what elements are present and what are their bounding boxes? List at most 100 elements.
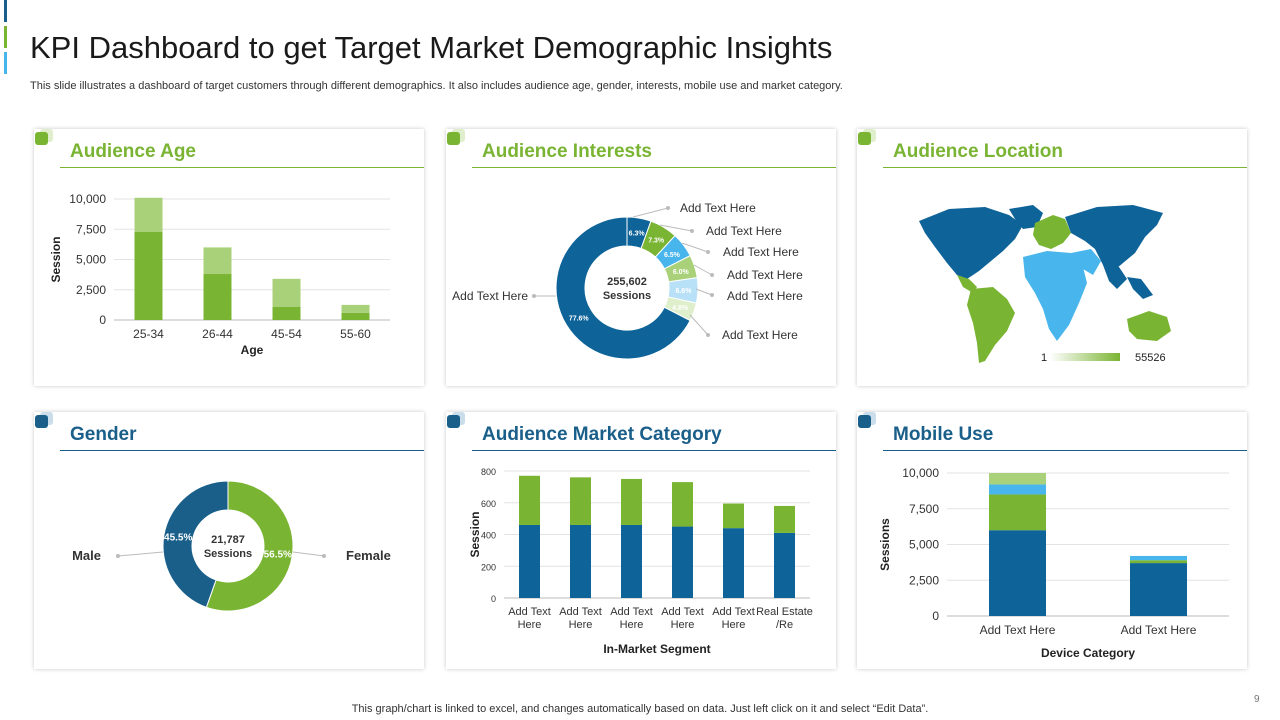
bar-segment xyxy=(570,524,591,598)
slice-percent-label: 6.6% xyxy=(675,288,692,295)
map-australia xyxy=(1127,311,1171,341)
x-tick-label: Add Text Here xyxy=(1121,623,1197,637)
callout-line xyxy=(632,207,669,218)
donut-slice xyxy=(162,480,229,608)
bar-segment xyxy=(723,503,744,529)
y-tick-label: 10,000 xyxy=(902,466,939,480)
x-axis-title: Device Category xyxy=(1041,646,1135,660)
map-legend-gradient xyxy=(1050,353,1120,361)
mobile-use-chart: 0 2,500 5,000 7,500 10,000 Add Text Here Add T… xyxy=(878,466,1229,660)
card-corner-icon xyxy=(35,129,53,145)
slice-percent-label: 45.5% xyxy=(164,532,192,543)
bar-segment xyxy=(519,524,540,598)
callout-dot xyxy=(690,229,694,233)
map-central-america xyxy=(957,275,977,293)
bar-segment xyxy=(1130,563,1187,616)
donut-center-value: 21,787 xyxy=(211,534,245,546)
x-axis-title: Age xyxy=(241,343,264,357)
slice-percent-label: 6.5% xyxy=(664,252,681,259)
map-legend-min: 1 xyxy=(1041,352,1047,364)
x-tick-label: Add Text Here xyxy=(508,606,551,631)
callout-label: Male xyxy=(72,548,101,563)
y-tick-label: 7,500 xyxy=(909,502,939,516)
card-corner-icon xyxy=(35,412,53,428)
x-tick-label: 26-44 xyxy=(202,327,233,341)
y-tick-label: 200 xyxy=(481,562,496,572)
y-tick-label: 2,500 xyxy=(76,283,106,297)
bar-segment xyxy=(989,484,1046,495)
bar-segment xyxy=(989,473,1046,485)
map-southeast-asia xyxy=(1127,277,1153,299)
bar-segment xyxy=(341,312,370,320)
slice-percent-label: 6.0% xyxy=(673,269,690,276)
y-tick-label: 5,000 xyxy=(909,538,939,552)
y-tick-label: 0 xyxy=(491,594,496,604)
callout-dot xyxy=(710,293,714,297)
bar-segment xyxy=(134,197,163,232)
bar-segment xyxy=(621,524,642,598)
bar-segment xyxy=(341,304,370,313)
page-title: KPI Dashboard to get Target Market Demog… xyxy=(30,30,833,65)
callout-dot xyxy=(710,273,714,277)
y-tick-label: 7,500 xyxy=(76,222,106,236)
slice-percent-label: 4.8% xyxy=(672,305,689,312)
bar-segment xyxy=(989,494,1046,531)
mobile-use-card: Mobile Use 0 2,500 5,000 7,500 10,000 Add Tex… xyxy=(857,412,1247,669)
audience-interests-chart: 6.3% Add Text Here 7.3% Add Text Here 6.5% Ad… xyxy=(452,201,803,360)
slice-percent-label: 56.5% xyxy=(264,550,292,561)
card-corner-icon xyxy=(447,129,465,145)
bar-segment xyxy=(203,274,232,320)
market-category-card: Audience Market Category 0 200 400 600 800 Ad… xyxy=(446,412,836,669)
donut-slice xyxy=(555,216,691,360)
x-tick-label: Add Text Here xyxy=(610,606,653,631)
y-tick-label: 800 xyxy=(481,467,496,477)
callout-line xyxy=(117,551,164,557)
bar-segment xyxy=(672,482,693,527)
card-title-mobile-use: Mobile Use xyxy=(893,424,994,445)
callout-label: Add Text Here xyxy=(727,289,803,303)
bar-segment xyxy=(272,278,301,307)
callout-dot xyxy=(116,554,120,558)
callout-dot xyxy=(322,554,326,558)
x-tick-label: 55-60 xyxy=(340,327,371,341)
audience-age-chart: 0 2,500 5,000 7,500 10,000 25-34 26-44 45-54 55-… xyxy=(49,192,390,357)
bar-segment xyxy=(774,532,795,598)
y-axis-title: Sessions xyxy=(878,518,892,571)
gender-chart: 56.5% Female 45.5% Male 21,787 Sessions xyxy=(72,480,391,612)
map-north-america xyxy=(919,207,1023,279)
card-title-gender: Gender xyxy=(70,424,137,445)
slice-percent-label: 6.3% xyxy=(629,230,646,237)
market-category-chart: 0 200 400 600 800 Add Text Here Add Text Here Add… xyxy=(468,467,813,656)
callout-label: Female xyxy=(346,548,391,563)
card-title-market-category: Audience Market Category xyxy=(482,424,722,445)
y-axis-title: Session xyxy=(49,236,63,282)
callout-line xyxy=(659,224,693,232)
map-legend-max: 55526 xyxy=(1135,352,1166,364)
y-axis-title: Session xyxy=(468,511,482,557)
donut-center-label: Sessions xyxy=(204,548,252,560)
audience-interests-card: Audience Interests 6.3% Add Text Here 7.3%… xyxy=(446,129,836,386)
callout-label: Add Text Here xyxy=(727,268,803,282)
donut-center-value: 255,602 xyxy=(607,276,647,288)
callout-dot xyxy=(532,294,536,298)
bar-segment xyxy=(519,475,540,525)
callout-line xyxy=(681,242,709,253)
x-tick-label: Add Text Here xyxy=(712,606,755,631)
gender-card: Gender 56.5% Female 45.5% Male 21,787 Session… xyxy=(34,412,424,669)
world-map: 1 55526 xyxy=(919,205,1171,364)
x-tick-label: 45-54 xyxy=(271,327,302,341)
bar-segment xyxy=(774,505,795,533)
audience-location-card: Audience Location 1 55526 xyxy=(857,129,1247,386)
callout-dot xyxy=(666,206,670,210)
y-tick-label: 2,500 xyxy=(909,573,939,587)
bar-segment xyxy=(570,477,591,525)
y-tick-label: 10,000 xyxy=(69,192,106,206)
map-africa xyxy=(1023,251,1087,341)
x-tick-label: Real Estate/Re xyxy=(756,606,813,631)
y-tick-label: 5,000 xyxy=(76,253,106,267)
x-tick-label: 25-34 xyxy=(133,327,164,341)
y-tick-label: 0 xyxy=(932,609,939,623)
bar-segment xyxy=(1130,555,1187,561)
map-europe xyxy=(1033,215,1071,249)
map-south-america xyxy=(967,287,1015,363)
